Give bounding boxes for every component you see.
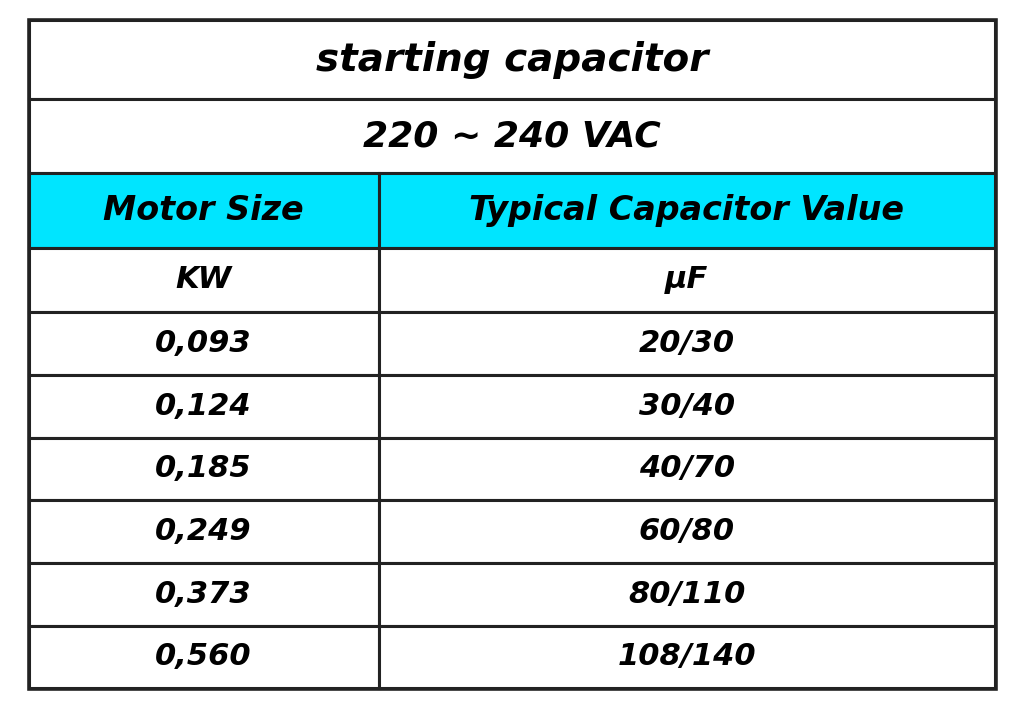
Text: 30/40: 30/40 <box>639 392 735 421</box>
Text: Typical Capacitor Value: Typical Capacitor Value <box>469 194 904 227</box>
Bar <box>29 20 995 99</box>
Text: 0,124: 0,124 <box>156 392 252 421</box>
Bar <box>379 501 995 563</box>
Text: starting capacitor: starting capacitor <box>315 40 709 79</box>
Text: 80/110: 80/110 <box>629 580 745 609</box>
Text: 40/70: 40/70 <box>639 455 735 484</box>
Bar <box>379 248 995 312</box>
Text: 0,560: 0,560 <box>156 642 252 671</box>
Text: 60/80: 60/80 <box>639 517 735 546</box>
Bar <box>29 248 379 312</box>
Text: μF: μF <box>666 266 709 295</box>
Text: 20/30: 20/30 <box>639 329 735 358</box>
Text: 108/140: 108/140 <box>617 642 757 671</box>
Text: KW: KW <box>175 266 231 295</box>
Text: 0,093: 0,093 <box>156 329 252 358</box>
Text: Motor Size: Motor Size <box>103 194 304 227</box>
Bar <box>29 375 379 438</box>
Text: 0,185: 0,185 <box>156 455 252 484</box>
Bar <box>29 312 379 375</box>
Bar <box>29 563 379 626</box>
Bar <box>379 173 995 248</box>
Bar <box>29 626 379 688</box>
Bar <box>379 375 995 438</box>
Bar <box>379 438 995 501</box>
Text: 0,249: 0,249 <box>156 517 252 546</box>
Text: 220 ∼ 240 VAC: 220 ∼ 240 VAC <box>364 120 660 154</box>
Bar <box>29 501 379 563</box>
Bar <box>29 99 995 173</box>
Bar <box>29 173 379 248</box>
Bar <box>379 312 995 375</box>
Bar <box>29 438 379 501</box>
Bar <box>379 626 995 688</box>
Bar <box>379 563 995 626</box>
Text: 0,373: 0,373 <box>156 580 252 609</box>
